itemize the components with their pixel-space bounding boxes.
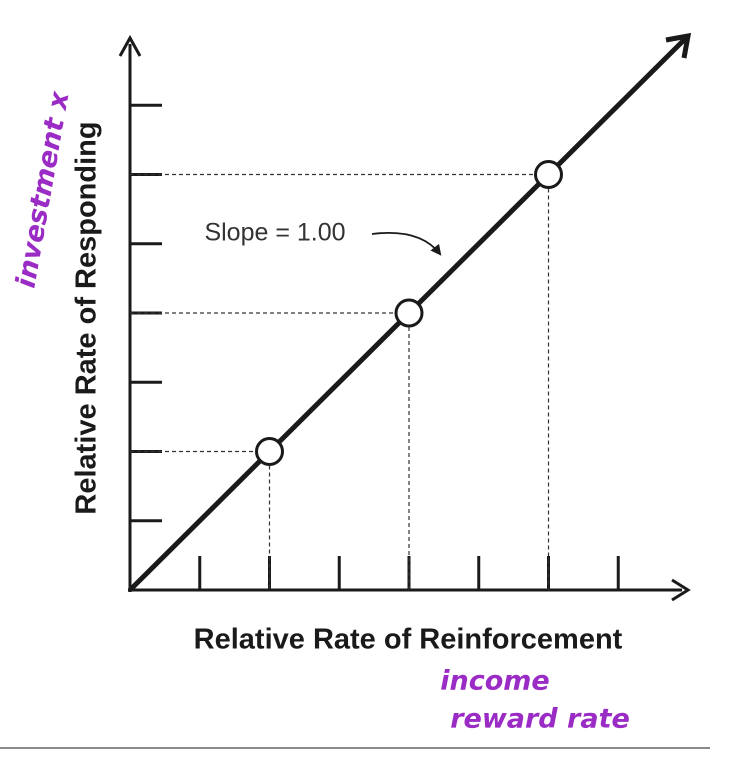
y-axis-label: Relative Rate of Responding xyxy=(71,121,103,514)
data-point xyxy=(255,437,284,466)
annotation-arrow xyxy=(371,232,442,256)
data-point xyxy=(534,160,563,189)
handwritten-note: income xyxy=(440,666,549,697)
data-point xyxy=(394,298,424,328)
x-axis-arrow xyxy=(671,578,691,602)
x-axis-label: Relative Rate of Reinforcement xyxy=(194,624,623,656)
line-arrowhead xyxy=(665,32,692,59)
handwritten-note: investment x xyxy=(10,88,75,291)
handwritten-note: reward rate xyxy=(450,704,630,735)
slope-annotation: Slope = 1.00 xyxy=(204,219,345,247)
y-axis-arrow xyxy=(118,34,142,57)
